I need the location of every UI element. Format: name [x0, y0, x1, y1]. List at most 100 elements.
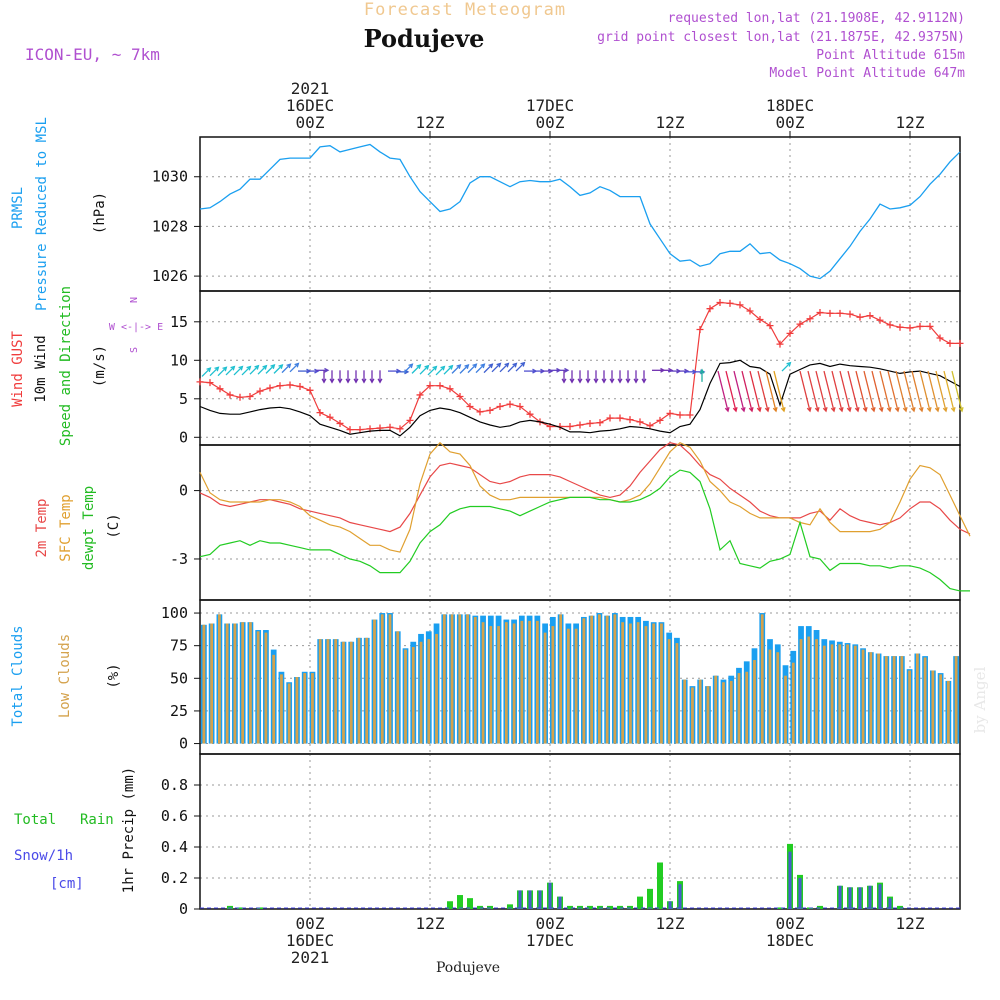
low-cloud-bar: [946, 680, 950, 744]
gust-marker: [706, 305, 714, 313]
gust-marker: [836, 309, 844, 317]
sfctemp-label: SFC Temp: [58, 494, 74, 561]
ytick-label: 0.2: [161, 869, 188, 887]
low-cloud-bar: [830, 644, 834, 744]
rain-bar: [567, 905, 573, 909]
gust-marker: [806, 315, 814, 323]
low-cloud-bar: [683, 679, 687, 744]
gust-marker: [216, 385, 224, 393]
low-cloud-bar: [954, 656, 958, 744]
precip-labels: Total Rain Snow/1h [cm] 1hr Precip (mm): [14, 767, 137, 893]
wind-arrow: [935, 370, 947, 412]
plot-area: 1026 1028 1030 0 5 10 15 -3 0 0 25 50 75 100 0 0.2 0.4 0.…: [152, 79, 971, 967]
low-cloud-bar: [644, 626, 648, 744]
gust-marker: [476, 408, 484, 416]
requested-coords: requested lon,lat (21.1908E, 42.9112N): [668, 11, 965, 26]
wind-arrow-head: [601, 378, 607, 384]
low-cloud-bar: [295, 677, 299, 744]
low-cloud-bar: [915, 653, 919, 744]
low-cloud-bar: [931, 670, 935, 744]
gust-marker: [616, 414, 624, 422]
wind-arrow-head: [321, 378, 327, 384]
gust-marker: [776, 340, 784, 348]
wind-arrow-head: [724, 407, 730, 413]
gust-marker: [276, 382, 284, 390]
gust-marker: [446, 385, 454, 393]
gust-marker: [496, 403, 504, 410]
low-cloud-bar: [551, 626, 555, 744]
wind-arrow: [483, 363, 493, 374]
wind-arrow-head: [424, 364, 430, 370]
rain-bar: [617, 905, 623, 909]
gust-marker: [566, 423, 574, 431]
wind-arrow-head: [609, 378, 615, 384]
rain-bar: [647, 888, 653, 909]
gust-marker: [686, 411, 694, 419]
ytick-label: 1028: [152, 217, 188, 235]
wind-arrow-head: [910, 407, 916, 413]
low-cloud-bar: [784, 675, 787, 744]
gust-marker: [226, 391, 234, 399]
low-cloud-bar: [342, 641, 345, 744]
wind-arrow: [725, 370, 737, 412]
wind-arrow-head: [369, 378, 375, 384]
wind-arrow: [257, 365, 267, 375]
pressure-reduced-label: Pressure Reduced to MSL: [34, 117, 50, 311]
low-cloud-bar: [822, 645, 826, 744]
hpa-unit-label: (hPa): [92, 192, 108, 234]
snow-bar: [888, 898, 892, 909]
snow-bar: [878, 884, 882, 909]
compass-we: W <-|-> E: [109, 322, 163, 333]
low-cloud-bar: [442, 614, 446, 744]
low-cloud-bar: [318, 639, 322, 744]
top-time-label: 12Z: [896, 113, 925, 132]
gust-marker: [356, 426, 364, 434]
wind-arrow: [475, 363, 485, 374]
wind-arrow-head: [408, 363, 414, 369]
wind-arrow-head: [432, 365, 438, 371]
rain-bar: [587, 905, 593, 909]
low-cloud-bar: [520, 620, 524, 744]
wind-arrow-head: [416, 364, 422, 370]
low-cloud-bar: [846, 644, 849, 744]
wind-arrow-head: [814, 407, 820, 413]
wind-arrow-head: [625, 378, 631, 384]
wind-arrow-head: [214, 366, 220, 372]
wind-arrow: [419, 365, 429, 375]
wind-arrow-head: [353, 378, 359, 384]
bottom-time-label: 17DEC: [526, 931, 574, 950]
low-cloud-bar: [923, 657, 927, 744]
ytick-label: 100: [161, 604, 188, 622]
low-cloud-bar: [892, 656, 896, 744]
gust-marker: [726, 299, 734, 307]
low-cloud-bar: [815, 639, 818, 744]
low-cloud-bar: [691, 687, 694, 744]
wind-arrow: [515, 362, 525, 372]
wind-arrow-head: [886, 407, 892, 413]
wind-arrow-head: [958, 407, 964, 413]
wind-arrow: [491, 362, 501, 373]
wind-arrow: [411, 364, 421, 374]
wind-arrow-head: [337, 378, 343, 384]
gust-marker: [196, 378, 204, 386]
wind-arrow-head: [254, 364, 260, 370]
wind-arrow-head: [569, 378, 575, 384]
ytick-label: 15: [170, 313, 188, 331]
rain-bar: [607, 905, 613, 909]
wind-arrow-head: [846, 407, 852, 413]
top-time-label: 00Z: [536, 113, 565, 132]
gust-marker: [286, 381, 294, 389]
low-cloud-bar: [799, 639, 803, 744]
wind-arrow: [823, 370, 835, 412]
gust-marker: [336, 419, 344, 427]
wind-arrow: [717, 370, 729, 412]
wind-arrow: [871, 370, 883, 412]
low-cloud-bar: [380, 614, 384, 744]
low-cloud-bar: [543, 632, 547, 744]
low-cloud-bar: [939, 674, 942, 744]
gust-marker: [926, 322, 934, 330]
low-cloud-bar: [396, 631, 400, 744]
low-cloud-bar: [435, 633, 438, 744]
low-cloud-bar: [365, 637, 369, 744]
gust-marker: [766, 322, 774, 330]
